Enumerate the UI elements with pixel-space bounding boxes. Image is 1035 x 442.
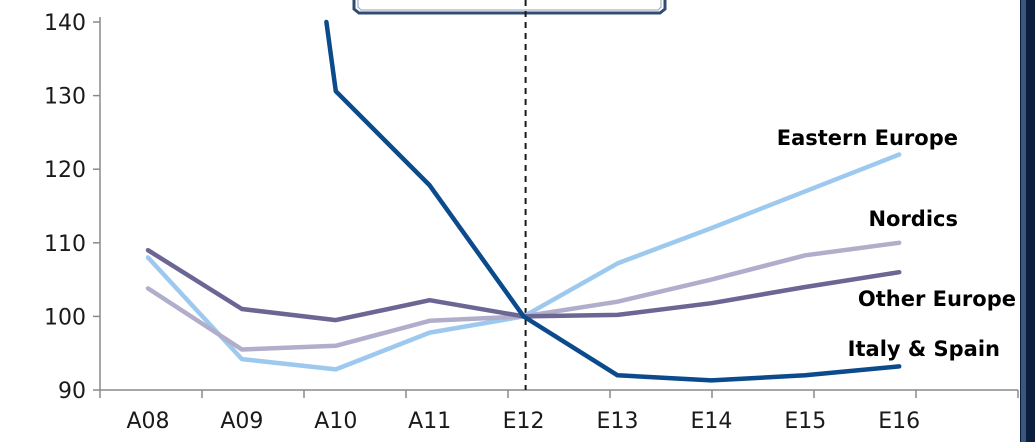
x-tick-label: E12 xyxy=(503,409,545,434)
x-tick-label: E13 xyxy=(597,409,639,434)
x-tick-label: A09 xyxy=(220,409,263,434)
y-tick-label: 130 xyxy=(44,85,86,110)
x-tick-label: E14 xyxy=(690,409,732,434)
series-line-italy-spain xyxy=(324,19,902,383)
series-lines xyxy=(145,19,902,383)
x-tick-label: A08 xyxy=(126,409,169,434)
callout-box xyxy=(352,0,667,15)
x-tick-label: E16 xyxy=(878,409,920,434)
x-tick-label: A10 xyxy=(314,409,357,434)
axes: 90 100 110 120 130 140 A08 A09 A10 A11 E12 E13 E14 E1… xyxy=(44,11,1019,434)
series-line-nordics xyxy=(145,240,902,352)
series-labels: Eastern Europe Nordics Other Europe Italy &… xyxy=(777,126,1016,361)
y-tick-label: 90 xyxy=(58,379,86,404)
series-label-nordics: Nordics xyxy=(868,207,958,231)
callout-box-inner xyxy=(357,0,662,11)
y-tick-label: 110 xyxy=(44,232,86,257)
series-label-other-europe: Other Europe xyxy=(858,287,1016,311)
x-tick-label: A11 xyxy=(408,409,451,434)
right-edge-inner xyxy=(1021,0,1026,442)
y-tick-label: 100 xyxy=(44,305,86,330)
y-tick-label: 140 xyxy=(44,11,86,36)
series-label-eastern-europe: Eastern Europe xyxy=(777,126,958,150)
series-label-italy-spain: Italy & Spain xyxy=(848,337,1000,361)
x-tick-label: E15 xyxy=(784,409,826,434)
y-tick-label: 120 xyxy=(44,158,86,183)
